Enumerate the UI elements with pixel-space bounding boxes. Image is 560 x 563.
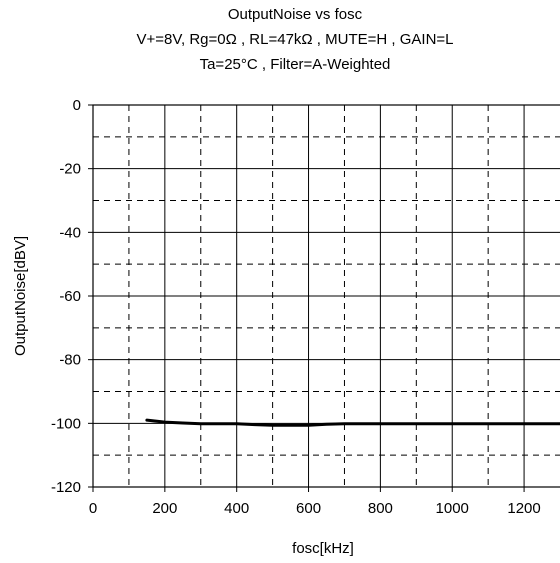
x-tick-label: 1000: [436, 500, 469, 517]
y-tick-labels: 0 -20 -40 -60 -80 -100 -120: [51, 97, 81, 496]
y-tick-label: -20: [59, 161, 81, 178]
x-tick-label: 600: [296, 500, 321, 517]
y-axis-title: OutputNoise[dBV]: [12, 236, 29, 356]
x-tick-label: 1200: [507, 500, 540, 517]
x-tick-label: 0: [89, 500, 97, 517]
y-tick-label: -80: [59, 352, 81, 369]
x-axis-title: fosc[kHz]: [292, 540, 354, 557]
x-tick-label: 800: [368, 500, 393, 517]
axis-ticks: [88, 104, 525, 492]
y-tick-label: -60: [59, 288, 81, 305]
chart-subtitle-conditions: V+=8V, Rg=0Ω , RL=47kΩ , MUTE=H , GAIN=L: [136, 31, 454, 48]
x-tick-label: 400: [224, 500, 249, 517]
y-tick-label: -40: [59, 224, 81, 241]
y-tick-label: -120: [51, 479, 81, 496]
chart-title: OutputNoise vs fosc: [227, 6, 363, 23]
x-tick-labels: 0 200 400 600 800 1000 1200: [89, 500, 541, 517]
major-grid: [93, 105, 560, 487]
series-line: [145, 418, 560, 427]
y-tick-label: -100: [51, 415, 81, 432]
series-layer: [145, 418, 560, 427]
minor-grid: [93, 105, 560, 487]
x-tick-label: 200: [152, 500, 177, 517]
y-tick-label: 0: [73, 97, 81, 114]
chart-subtitle-temperature: Ta=25°C , Filter=A-Weighted: [199, 56, 391, 73]
